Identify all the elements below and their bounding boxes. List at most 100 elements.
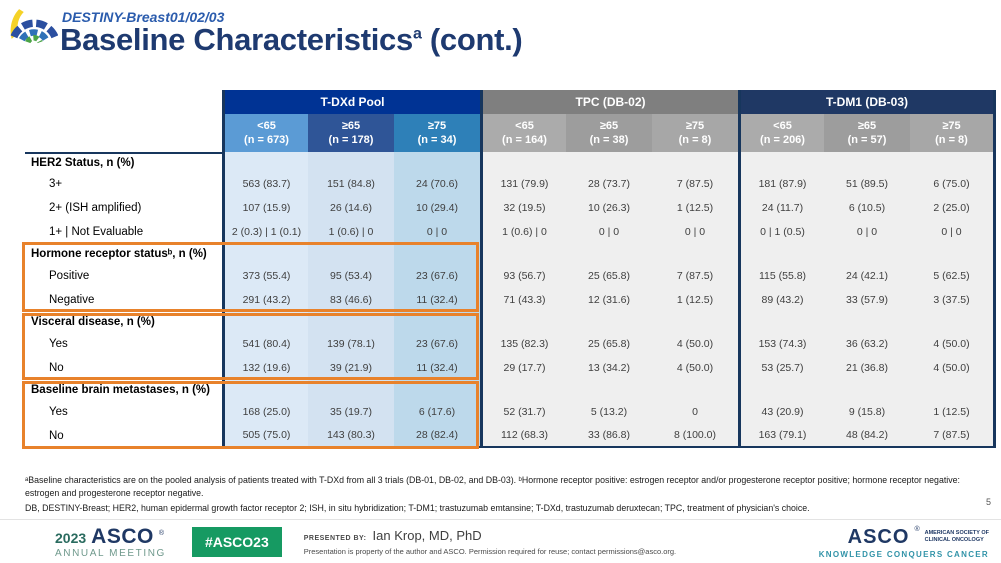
table-cell: 28 (82.4) <box>394 424 480 448</box>
table-cell <box>824 380 910 400</box>
row-category-label: HER2 Status, n (%) <box>25 152 222 172</box>
table-cell: 11 (32.4) <box>394 356 480 380</box>
table-cell: 4 (50.0) <box>910 356 996 380</box>
table-cell: 139 (78.1) <box>308 332 394 356</box>
row-category-label: Visceral disease, n (%) <box>25 312 222 332</box>
table-cell: 95 (53.4) <box>308 264 394 288</box>
table-row: No 505 (75.0) 143 (80.3) 28 (82.4) 112 (68.3… <box>25 424 996 448</box>
asco-society-logo: ASCO ® AMERICAN SOCIETY OF CLINICAL ONCOL… <box>819 526 989 559</box>
group-header-tpc: TPC (DB-02) <box>480 90 738 114</box>
footnote-line-1: ᵃBaseline characteristics are on the poo… <box>25 475 960 499</box>
age-label: ≥75 <box>942 119 961 132</box>
table-cell: 24 (42.1) <box>824 264 910 288</box>
table-cell <box>652 380 738 400</box>
table-cell <box>824 244 910 264</box>
row-label: No <box>25 424 222 448</box>
table-cell: 6 (10.5) <box>824 196 910 220</box>
table-cell: 7 (87.5) <box>652 264 738 288</box>
table-cell: 0 | 0 <box>566 220 652 244</box>
asco-society-subtitle: AMERICAN SOCIETY OF CLINICAL ONCOLOGY <box>925 530 989 545</box>
age-label: <65 <box>773 119 792 132</box>
age-label: <65 <box>257 119 276 132</box>
table-cell <box>910 380 996 400</box>
column-header-tpc-lt65: <65 (n = 164) <box>480 114 566 152</box>
table-cell: 4 (50.0) <box>652 356 738 380</box>
footer: 2023 ASCO ® ANNUAL MEETING #ASCO23 PRESE… <box>0 519 1001 563</box>
hashtag-badge: #ASCO23 <box>191 527 282 557</box>
page-title: Baseline Characteristicsa (cont.) <box>60 22 523 58</box>
footer-asco-wordmark: ASCO <box>91 524 154 548</box>
column-header-tdxd-ge65: ≥65 (n = 178) <box>308 114 394 152</box>
table-cell: 10 (29.4) <box>394 196 480 220</box>
group-header-spacer <box>25 90 222 114</box>
table-cell: 131 (79.9) <box>480 172 566 196</box>
table-cell <box>910 244 996 264</box>
table-cell: 6 (75.0) <box>910 172 996 196</box>
table-cell <box>566 312 652 332</box>
table-cell: 24 (11.7) <box>738 196 824 220</box>
table-row: 3+ 563 (83.7) 151 (84.8) 24 (70.6) 131 (79.9… <box>25 172 996 196</box>
table-cell: 25 (65.8) <box>566 264 652 288</box>
table-cell: 168 (25.0) <box>222 400 308 424</box>
row-label: 2+ (ISH amplified) <box>25 196 222 220</box>
table-cell: 35 (19.7) <box>308 400 394 424</box>
table-cell <box>394 380 480 400</box>
table-cell <box>222 380 308 400</box>
page-number: 5 <box>985 497 991 507</box>
table-cell: 5 (13.2) <box>566 400 652 424</box>
table-cell: 107 (15.9) <box>222 196 308 220</box>
row-label: Positive <box>25 264 222 288</box>
table-cell <box>652 312 738 332</box>
age-label: ≥75 <box>427 119 447 132</box>
age-label: ≥65 <box>857 119 877 132</box>
table-row: No 132 (19.6) 39 (21.9) 11 (32.4) 29 (17.7) 1… <box>25 356 996 380</box>
table-cell <box>738 312 824 332</box>
table-cell: 0 <box>652 400 738 424</box>
footer-disclaimer: Presentation is property of the author a… <box>303 547 677 556</box>
table-cell <box>394 312 480 332</box>
table-cell: 7 (87.5) <box>652 172 738 196</box>
table-cell <box>566 244 652 264</box>
table-cell: 9 (15.8) <box>824 400 910 424</box>
table-cell: 71 (43.3) <box>480 288 566 312</box>
table-cell: 1 (0.6) | 0 <box>308 220 394 244</box>
table-cell: 33 (86.8) <box>566 424 652 448</box>
table-cell <box>308 244 394 264</box>
column-header-tpc-ge75: ≥75 (n = 8) <box>652 114 738 152</box>
n-label: (n = 8) <box>935 134 968 146</box>
table-cell: 151 (84.8) <box>308 172 394 196</box>
table-cell: 52 (31.7) <box>480 400 566 424</box>
n-label: (n = 38) <box>589 134 629 146</box>
table-cell: 0 | 1 (0.5) <box>738 220 824 244</box>
table-cell: 89 (43.2) <box>738 288 824 312</box>
table-cell: 23 (67.6) <box>394 264 480 288</box>
table-cell: 0 | 0 <box>394 220 480 244</box>
table-cell <box>222 244 308 264</box>
table-cell: 53 (25.7) <box>738 356 824 380</box>
row-label: Yes <box>25 332 222 356</box>
column-header-tdm1-ge75: ≥75 (n = 8) <box>910 114 996 152</box>
table-cell: 33 (57.9) <box>824 288 910 312</box>
presented-by-label: PRESENTED BY: <box>303 535 367 542</box>
table-cell: 51 (89.5) <box>824 172 910 196</box>
table-cell: 163 (79.1) <box>738 424 824 448</box>
table-group-header-row: T-DXd Pool TPC (DB-02) T-DM1 (DB-03) <box>25 90 996 114</box>
footer-year: 2023 <box>55 529 87 546</box>
table-row: Baseline brain metastases, n (%) <box>25 380 996 400</box>
table-cell: 115 (55.8) <box>738 264 824 288</box>
row-label: 3+ <box>25 172 222 196</box>
table-cell: 1 (12.5) <box>910 400 996 424</box>
table-cell <box>308 152 394 172</box>
table-cell: 28 (73.7) <box>566 172 652 196</box>
footer-meeting-label: ANNUAL MEETING <box>55 547 166 559</box>
table-cell <box>480 380 566 400</box>
table-cell: 7 (87.5) <box>910 424 996 448</box>
baseline-characteristics-table: T-DXd Pool TPC (DB-02) T-DM1 (DB-03) <65… <box>22 90 996 449</box>
table-row: Yes 168 (25.0) 35 (19.7) 6 (17.6) 52 (31.7) 5… <box>25 400 996 424</box>
page-title-suffix: (cont.) <box>421 22 523 57</box>
column-header-tdm1-ge65: ≥65 (n = 57) <box>824 114 910 152</box>
row-label: Yes <box>25 400 222 424</box>
table-cell <box>308 380 394 400</box>
table-cell <box>652 244 738 264</box>
